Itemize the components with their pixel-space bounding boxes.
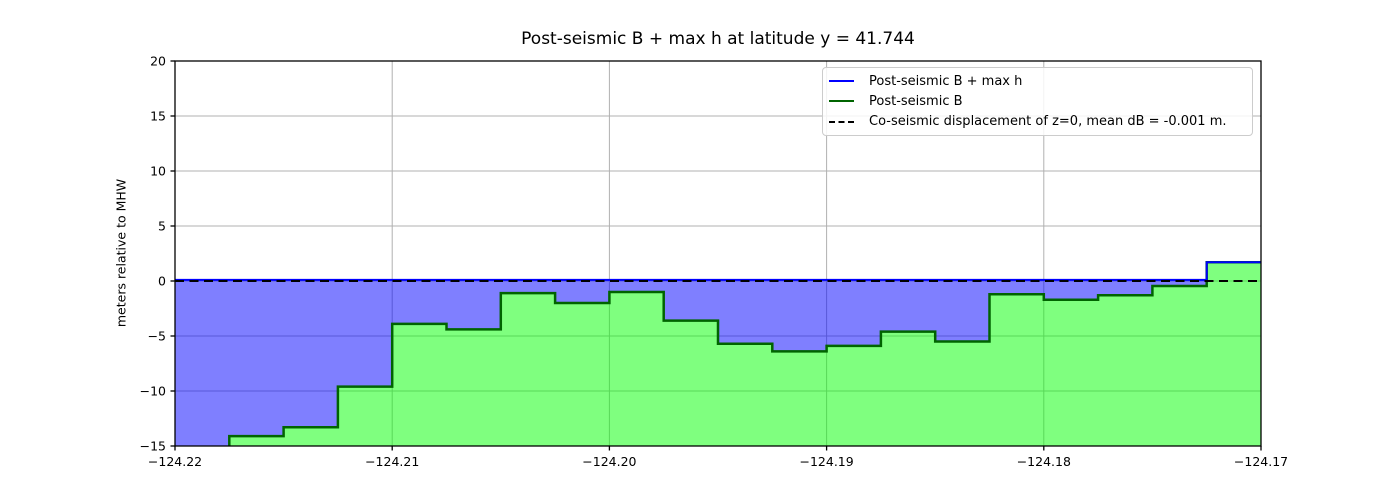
y-tick-label: 15 [150, 109, 166, 124]
y-axis-label: meters relative to MHW [113, 178, 129, 328]
post-seismic-b-line [228, 261, 1261, 446]
legend-label: Post-seismic B [869, 93, 963, 109]
x-tick-label: −124.17 [1234, 454, 1288, 469]
x-tick-label: −124.22 [148, 454, 202, 469]
legend-label: Post-seismic B + max h [869, 73, 1023, 89]
y-tick-label: 10 [150, 164, 166, 179]
legend: Post-seismic B + max h Post-seismic B Co… [822, 67, 1253, 136]
x-tick-label: −124.18 [1017, 454, 1071, 469]
post-seismic-b-fill [229, 262, 1261, 446]
y-tick-label: 20 [150, 54, 166, 69]
legend-label: Co-seismic displacement of z=0, mean dB … [869, 114, 1227, 130]
legend-item-b-plus-max-h: Post-seismic B + max h [829, 71, 1246, 91]
legend-item-co-seismic-zero: Co-seismic displacement of z=0, mean dB … [829, 112, 1246, 132]
x-tick-label: −124.20 [582, 454, 636, 469]
y-tick-label: −15 [140, 439, 166, 454]
y-tick-label: 5 [158, 219, 166, 234]
legend-line-sample-green [829, 100, 854, 103]
legend-line-sample-blue [829, 80, 854, 83]
y-tick-label: −5 [148, 329, 166, 344]
legend-line-sample-dashed [829, 120, 854, 123]
b-plus-max-h-line [175, 261, 1261, 281]
x-tick-label: −124.21 [365, 454, 419, 469]
x-tick-label: −124.19 [799, 454, 853, 469]
y-tick-label: −10 [140, 384, 166, 399]
axes-frame [174, 60, 1262, 447]
legend-item-post-seismic-b: Post-seismic B [829, 91, 1246, 111]
axis-ticks [170, 60, 1262, 451]
chart-title: Post-seismic B + max h at latitude y = 4… [521, 29, 915, 49]
axis-tick-labels: −124.22 −124.21 −124.20 −124.19 −124.18 −124.… [140, 54, 1289, 470]
y-tick-label: 0 [158, 274, 166, 289]
